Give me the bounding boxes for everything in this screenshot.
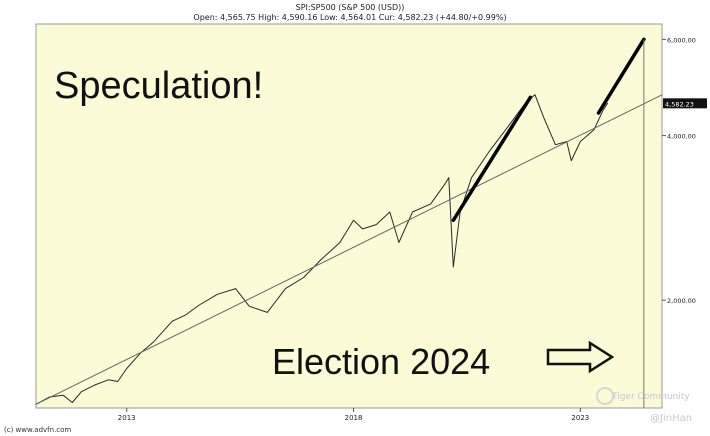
plot-area xyxy=(35,23,663,409)
current-value-box xyxy=(663,98,707,109)
y-tick-label: 6,000.00 xyxy=(667,36,696,44)
right-arrow-icon xyxy=(546,340,615,374)
series-lines xyxy=(35,37,663,408)
drawn-line-2 xyxy=(451,95,533,223)
chart-title: SPI:SP500 (S&P 500 (USD)) xyxy=(295,3,405,12)
current-marker: 4,582.23 xyxy=(663,98,707,109)
y-tick-label: 4,000.00 xyxy=(667,133,696,141)
speculation-annotation: Speculation! xyxy=(54,65,263,107)
watermark-brand: Tiger Community xyxy=(612,392,690,402)
tiger-logo-icon xyxy=(596,387,614,405)
x-tick-label: 2023 xyxy=(571,414,589,422)
x-tick-label: 2018 xyxy=(345,414,363,422)
source-footer: (c) www.advfn.com xyxy=(4,426,72,434)
price-line-0 xyxy=(35,94,609,405)
x-tick-label: 2013 xyxy=(118,414,136,422)
quote-line: Open: 4,565.75 High: 4,590.16 Low: 4,564… xyxy=(193,13,507,22)
election-annotation: Election 2024 xyxy=(272,341,490,382)
watermark-user: @JinHan xyxy=(650,413,693,424)
drawn-line-3 xyxy=(596,37,646,115)
y-tick-label: 2,000.00 xyxy=(667,297,696,305)
current-value-label: 4,582.23 xyxy=(665,100,694,108)
trend-line-1 xyxy=(35,94,663,405)
axis-ticks: 2013 2018 2023 2,000.00 4,000.00 6,000.00 xyxy=(118,36,696,422)
